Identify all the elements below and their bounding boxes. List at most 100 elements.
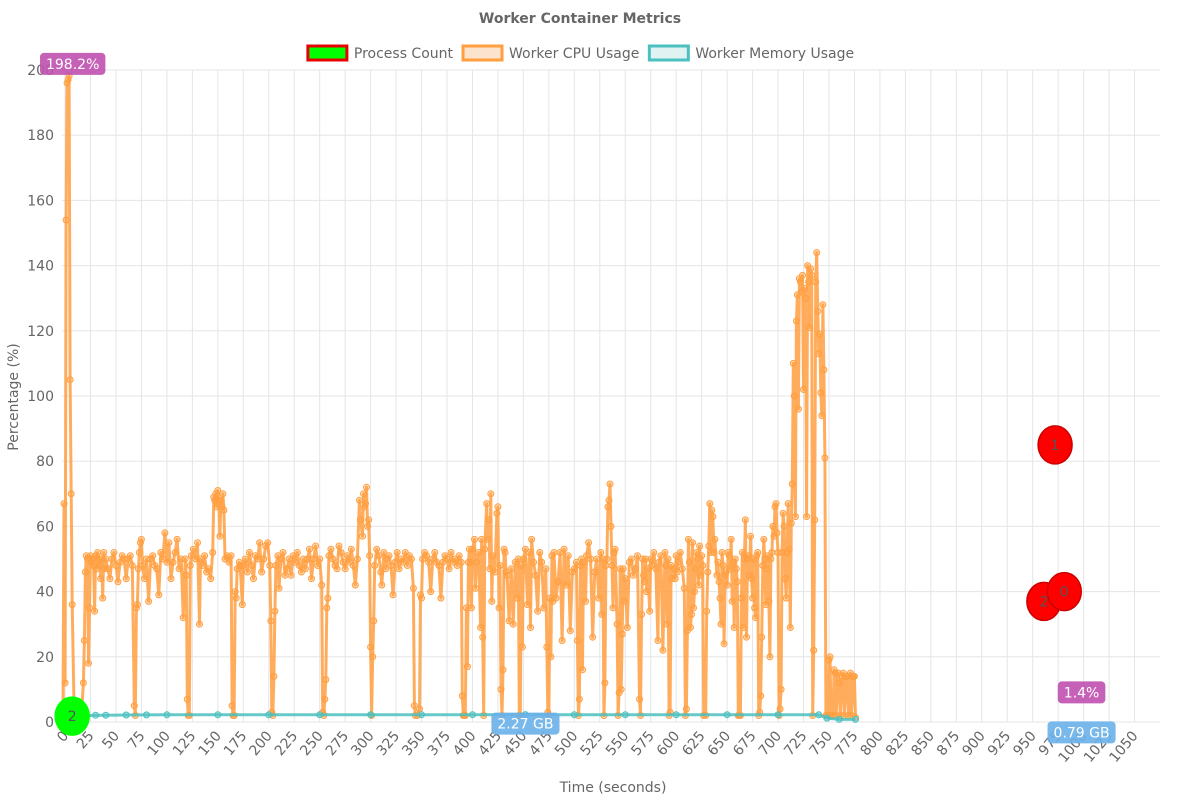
cpu-point bbox=[153, 565, 161, 573]
cpu-point bbox=[145, 597, 153, 605]
y-tick-label: 0 bbox=[45, 715, 54, 731]
cpu-point bbox=[60, 500, 68, 508]
memory-point bbox=[852, 715, 859, 723]
cpu-point bbox=[714, 558, 722, 566]
cpu-point bbox=[283, 565, 291, 573]
cpu-point bbox=[99, 594, 107, 602]
cpu-point bbox=[66, 376, 74, 384]
cpu-point bbox=[437, 594, 445, 602]
cpu-point bbox=[167, 575, 175, 583]
cpu-point bbox=[393, 549, 401, 556]
x-tick-label: 525 bbox=[577, 728, 606, 759]
y-axis: 020406080100120140160180200 bbox=[27, 63, 54, 731]
cpu-point bbox=[850, 672, 858, 680]
cpu-point bbox=[527, 624, 534, 631]
cpu-point bbox=[94, 549, 102, 556]
cpu-point bbox=[287, 571, 295, 579]
cpu-point bbox=[745, 552, 752, 560]
cpu-point bbox=[706, 500, 714, 508]
chart-title: Worker Container Metrics bbox=[479, 11, 681, 27]
cpu-point bbox=[416, 705, 423, 713]
cpu-point bbox=[347, 545, 355, 553]
cpu-point bbox=[466, 558, 474, 566]
cpu-point bbox=[811, 516, 819, 524]
cpu-point bbox=[636, 695, 643, 703]
x-tick-label: 50 bbox=[99, 728, 123, 752]
cpu-point bbox=[608, 562, 616, 569]
cpu-point bbox=[343, 552, 351, 560]
cpu-point bbox=[718, 549, 726, 556]
cpu-point bbox=[725, 552, 733, 560]
cpu-point bbox=[493, 509, 501, 517]
cpu-point bbox=[778, 549, 786, 556]
cpu-point bbox=[582, 597, 589, 605]
cpu-point bbox=[484, 535, 492, 543]
cpu-point bbox=[91, 607, 99, 615]
y-tick-label: 20 bbox=[36, 650, 54, 666]
cpu-point bbox=[275, 584, 283, 592]
cpu-point bbox=[810, 646, 818, 654]
memory-point bbox=[723, 711, 731, 719]
cpu-point bbox=[802, 294, 809, 302]
cpu-point bbox=[751, 604, 759, 612]
cpu-point bbox=[661, 549, 669, 556]
cpu-point bbox=[562, 581, 570, 589]
cpu-point bbox=[680, 584, 688, 592]
cpu-point bbox=[266, 562, 274, 569]
cpu-point bbox=[664, 555, 672, 563]
cpu-point bbox=[427, 588, 435, 596]
cpu-point bbox=[777, 685, 785, 693]
cpu-point bbox=[186, 562, 194, 569]
cpu-point bbox=[199, 562, 207, 569]
cpu-point bbox=[547, 653, 555, 661]
cpu-point bbox=[554, 578, 562, 586]
y-tick-label: 80 bbox=[36, 454, 54, 470]
cpu-point bbox=[495, 604, 503, 612]
cpu-point bbox=[663, 620, 671, 628]
cpu-point bbox=[264, 539, 272, 547]
cpu-point bbox=[489, 552, 497, 560]
x-tick-label: 750 bbox=[807, 728, 836, 759]
cpu-point bbox=[335, 542, 343, 550]
memory-point bbox=[316, 711, 324, 719]
cpu-point bbox=[617, 685, 625, 693]
cpu-point bbox=[410, 702, 418, 710]
legend-label: Process Count bbox=[354, 46, 454, 62]
cpu-point bbox=[479, 633, 487, 641]
x-tick-label: 200 bbox=[246, 728, 275, 759]
cpu-point bbox=[499, 666, 507, 674]
x-tick-label: 925 bbox=[985, 728, 1014, 759]
cpu-point bbox=[786, 624, 794, 631]
cpu-point bbox=[391, 558, 399, 566]
cpu-point bbox=[808, 271, 816, 279]
cpu-point bbox=[688, 610, 695, 618]
cpu-point bbox=[487, 490, 495, 498]
cpu-point bbox=[662, 562, 670, 569]
cpu-point bbox=[743, 633, 750, 641]
cpu-point bbox=[580, 558, 587, 566]
annotation-label: 1.4% bbox=[1064, 685, 1100, 701]
annotation-badge bbox=[1057, 681, 1106, 704]
cpu-point bbox=[711, 535, 719, 543]
cpu-point bbox=[128, 562, 136, 569]
cpu-point bbox=[353, 555, 361, 563]
y-tick-label: 60 bbox=[36, 519, 54, 535]
cpu-point bbox=[201, 552, 209, 560]
memory-point bbox=[122, 711, 130, 719]
cpu-point bbox=[333, 565, 341, 573]
memory-point bbox=[823, 714, 831, 722]
cpu-point bbox=[281, 571, 289, 579]
cpu-point bbox=[575, 695, 583, 703]
cpu-point bbox=[126, 552, 134, 560]
annotation-badge bbox=[491, 712, 560, 735]
cpu-point bbox=[715, 578, 723, 586]
cpu-point bbox=[163, 558, 171, 566]
cpu-point bbox=[613, 620, 621, 628]
memory-series-line bbox=[63, 713, 856, 721]
cpu-point bbox=[757, 692, 765, 700]
cpu-point bbox=[797, 278, 804, 286]
cpu-point bbox=[173, 535, 181, 543]
cpu-point bbox=[314, 562, 322, 569]
x-tick-label: 600 bbox=[654, 728, 683, 759]
